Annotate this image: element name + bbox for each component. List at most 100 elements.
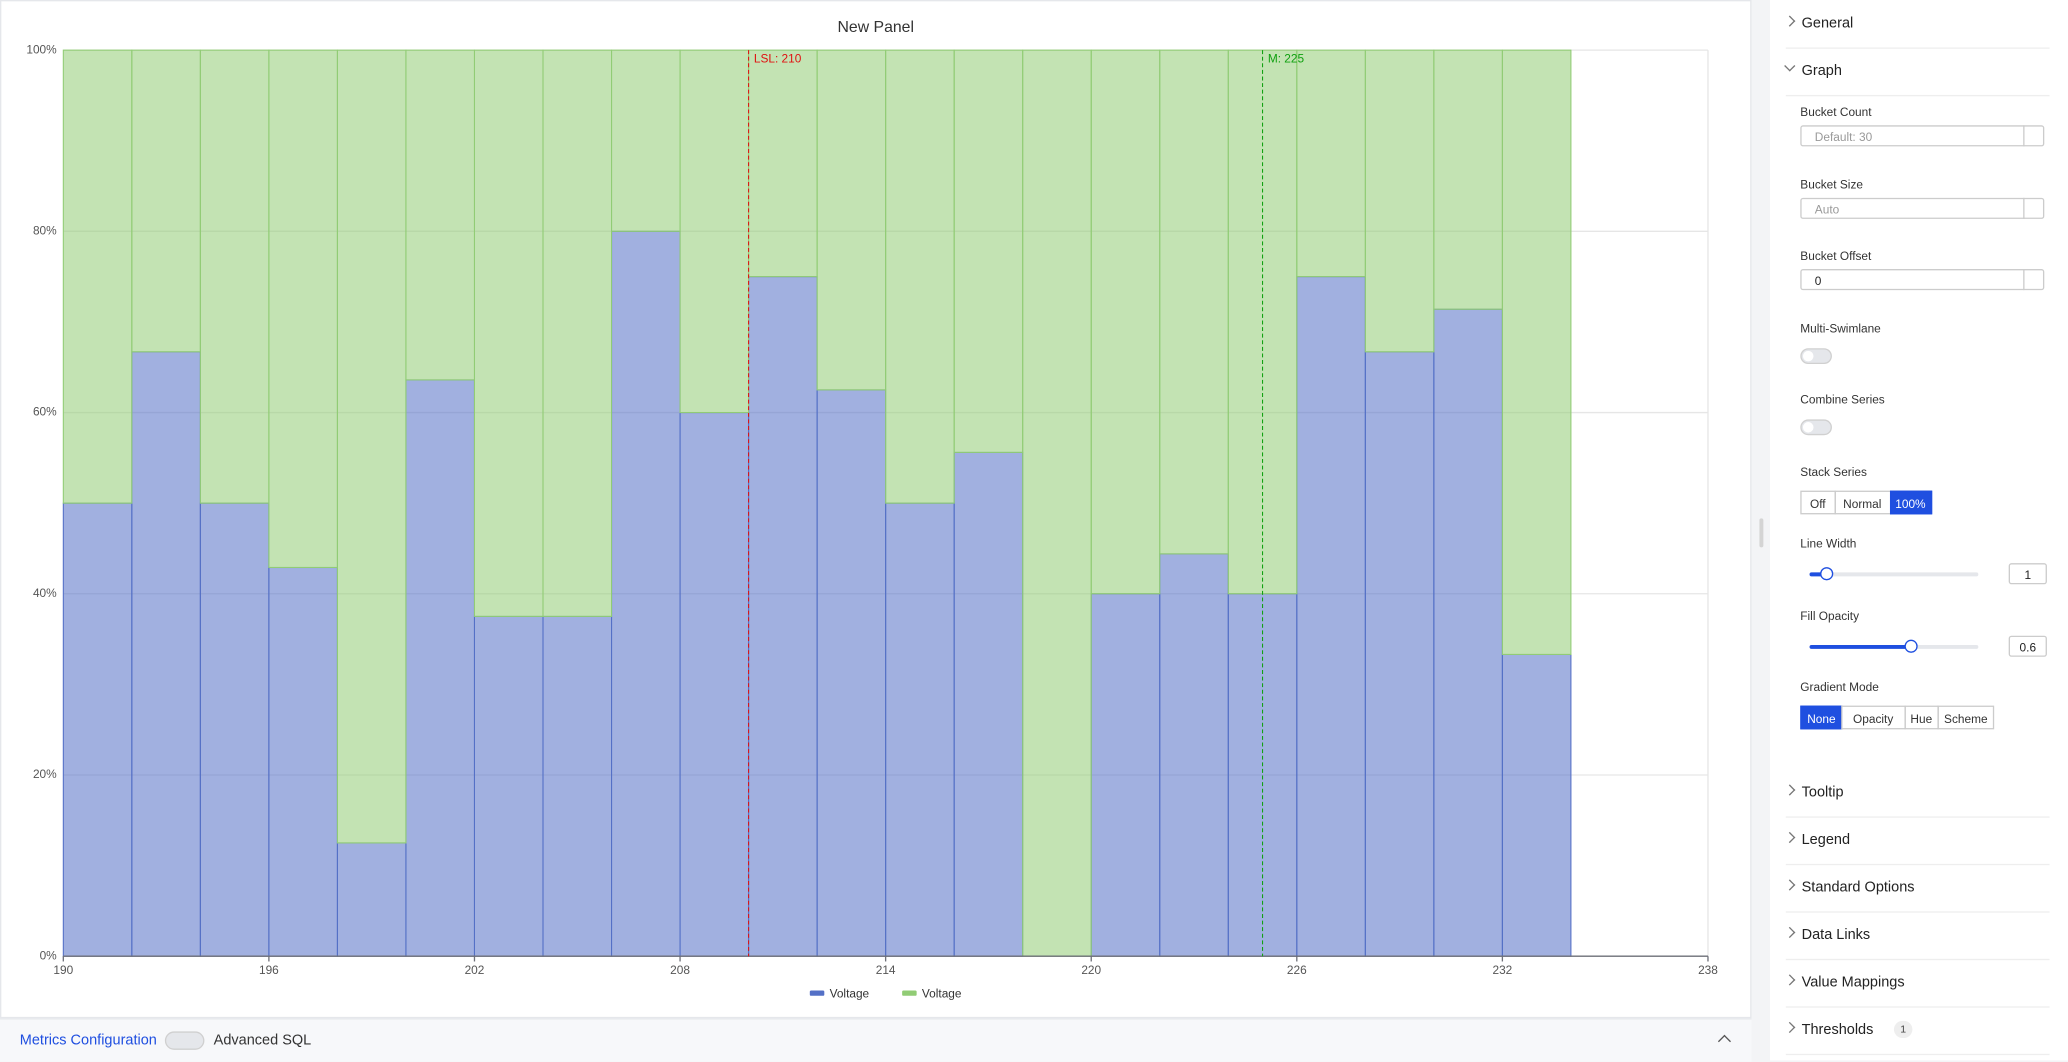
section-header[interactable]: Data Links: [1784, 911, 2050, 960]
slider-value[interactable]: 0.6: [2008, 635, 2047, 657]
field-label: Bucket Count: [1800, 105, 1872, 119]
x-tick-label: 226: [1287, 963, 1307, 977]
section-title: Graph: [1801, 63, 1842, 80]
x-tick-label: 196: [259, 963, 279, 977]
x-tick-label: 220: [1081, 963, 1101, 977]
slider-value[interactable]: 1: [2008, 563, 2047, 585]
bar: [611, 49, 681, 232]
section-header[interactable]: General: [1784, 0, 2050, 49]
section-header[interactable]: Value Mappings: [1784, 958, 2050, 1007]
bar: [268, 49, 338, 569]
section-header[interactable]: Tooltip: [1784, 768, 2050, 818]
badge: 1: [1893, 1020, 1913, 1038]
option-button[interactable]: Hue: [1903, 705, 1939, 730]
sql-label: Advanced SQL: [213, 1032, 312, 1049]
bar: [1364, 351, 1435, 957]
y-tick-label: 60%: [33, 405, 57, 419]
marker-label: LSL: 210: [754, 51, 802, 65]
collapse-icon[interactable]: [1717, 1034, 1731, 1048]
bar: [1022, 49, 1092, 957]
slider-thumb[interactable]: [1904, 639, 1918, 653]
option-button[interactable]: Opacity: [1841, 705, 1906, 730]
slider-fill: [1809, 644, 1911, 649]
field-label: Multi-Swimlane: [1800, 321, 1881, 335]
chevron: [1784, 973, 1796, 985]
bar: [885, 49, 955, 504]
bar: [1364, 49, 1435, 353]
sidebar: General Graph Bucket Count Default: 30 Bucke…: [1769, 0, 2068, 1061]
legend-swatch: [809, 990, 825, 996]
y-tick-label: 40%: [33, 586, 57, 600]
field-label: Stack Series: [1800, 464, 1867, 479]
chevron: [1784, 60, 1796, 72]
chart: New Panel 0% 20% 40% 60% 80% 100% 190 196 202 208…: [0, 0, 1752, 1019]
bar: [199, 502, 270, 957]
section-title: General: [1801, 15, 1854, 32]
bar: [1159, 553, 1229, 957]
bar: [748, 49, 818, 278]
bar: [1433, 308, 1503, 957]
chevron: [1784, 15, 1796, 27]
option-button[interactable]: Normal: [1833, 489, 1891, 514]
option-button[interactable]: Scheme: [1937, 705, 1995, 730]
section-title: Legend: [1801, 831, 1851, 848]
section-header[interactable]: Legend: [1784, 816, 2050, 865]
bar: [131, 49, 201, 353]
bar: [953, 49, 1024, 453]
field-label: Combine Series: [1800, 393, 1885, 407]
bar: [336, 842, 407, 957]
option-button[interactable]: Off: [1800, 489, 1836, 514]
bar: [473, 49, 544, 617]
resize-handle[interactable]: [1759, 518, 1764, 548]
slider-track: [1809, 572, 1979, 577]
toggle[interactable]: [1800, 347, 1832, 364]
chart-title: New Panel: [838, 19, 914, 36]
section-title: Value Mappings: [1801, 974, 1905, 990]
section-title: Data Links: [1801, 926, 1871, 943]
x-tick-label: 190: [53, 963, 73, 977]
bar: [679, 412, 750, 957]
bar: [748, 276, 818, 957]
x-tick-label: 214: [876, 963, 896, 977]
toggle[interactable]: [1800, 419, 1832, 436]
number-input[interactable]: 0: [1800, 269, 2045, 291]
number-input[interactable]: Default: 30: [1800, 125, 2045, 147]
option-button[interactable]: 100%: [1889, 489, 1932, 514]
y-tick-label: 20%: [33, 767, 57, 781]
bar: [405, 49, 476, 381]
legend-swatch: [902, 990, 917, 996]
section-title: Thresholds: [1801, 1021, 1874, 1038]
bar: [473, 615, 544, 957]
x-tick-label: 202: [465, 963, 485, 977]
number-input[interactable]: Auto: [1800, 197, 2045, 219]
x-tick-label: 208: [670, 963, 690, 977]
bottom-bar: Metrics Configuration Advanced SQL: [0, 1018, 1752, 1062]
bar: [405, 379, 476, 957]
bar: [816, 49, 887, 391]
spinner: [2023, 125, 2044, 147]
marker-label: M: 225: [1268, 51, 1305, 65]
bar: [1159, 49, 1229, 555]
bar: [131, 351, 201, 957]
section-header[interactable]: Thresholds 1: [1784, 1006, 2050, 1055]
bar: [62, 49, 133, 504]
slider-thumb[interactable]: [1819, 567, 1834, 581]
section-header[interactable]: Standard Options: [1784, 863, 2050, 913]
section-header[interactable]: Graph: [1784, 47, 2050, 97]
sql-toggle[interactable]: [164, 1031, 205, 1050]
bar: [1501, 653, 1572, 957]
bar: [542, 615, 613, 957]
field-label: Bucket Offset: [1800, 249, 1872, 263]
section-title: Tooltip: [1801, 784, 1844, 800]
bar: [199, 49, 270, 504]
metrics-link[interactable]: Metrics Configuration: [19, 1032, 157, 1049]
y-tick-label: 100%: [26, 42, 57, 56]
chevron: [1784, 783, 1796, 795]
bar: [816, 389, 887, 957]
x-tick-label: 238: [1698, 963, 1718, 977]
legend-label: Voltage: [922, 987, 962, 1001]
bar: [1433, 49, 1503, 310]
bar: [62, 502, 133, 957]
option-button[interactable]: None: [1800, 705, 1843, 730]
